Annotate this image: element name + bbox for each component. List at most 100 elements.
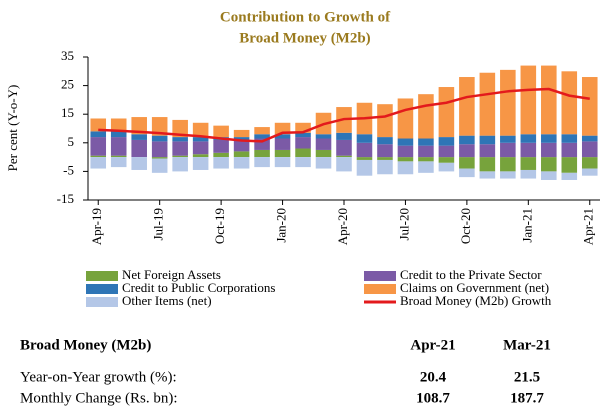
bar-segment (377, 104, 393, 138)
bar-segment (479, 171, 496, 179)
bar-segment (213, 152, 229, 158)
bar-segment (315, 149, 332, 158)
bar-segment (131, 157, 147, 170)
bar-segment (581, 135, 598, 142)
bar-segment (90, 157, 107, 169)
line (98, 87, 590, 143)
bar-segment (90, 118, 107, 132)
legend-label: Other Items (net) (122, 293, 212, 308)
bar-segment (377, 159, 393, 175)
legend-label: Net Foreign Assets (122, 267, 221, 282)
table-cell: 20.4 (420, 369, 447, 385)
bar-segment (131, 139, 147, 158)
table-cell: 108.7 (416, 390, 450, 406)
bar-segment (274, 134, 291, 139)
bar-segment (418, 157, 434, 162)
bar-segment (541, 171, 557, 180)
bar-segment (438, 145, 455, 158)
bar-segment (561, 142, 578, 158)
chart-title: Contribution to Growth of (220, 9, 391, 25)
bar-segment (438, 157, 455, 163)
bar-segment (172, 137, 188, 142)
bar-segment (192, 157, 209, 170)
x-tick-label: Apr-20 (335, 208, 350, 245)
bar-segment (192, 137, 209, 142)
x-tick-label: Oct-20 (458, 208, 473, 244)
bar-segment (356, 159, 373, 176)
bar-segment (274, 149, 291, 158)
y-tick-label: 5 (68, 134, 75, 149)
legend-swatch (86, 284, 118, 294)
bar-segment (233, 129, 250, 138)
legend-label: Claims on Government (net) (400, 280, 549, 295)
bar-segment (561, 172, 578, 180)
bar-segment (90, 137, 107, 156)
bar-segment (377, 137, 393, 145)
table-cell: 21.5 (514, 369, 540, 385)
bar-segment (500, 135, 516, 143)
bar-segment (110, 155, 127, 158)
x-tick-label: Jan-21 (519, 208, 534, 243)
bar-segment (356, 134, 373, 143)
bar-segment (172, 157, 188, 172)
bar-segment (274, 122, 291, 135)
legend-label: Credit to the Private Sector (400, 267, 542, 282)
bar-segment (213, 125, 229, 138)
y-tick-label: 35 (61, 48, 74, 63)
bar-segment (397, 157, 414, 162)
bar-segment (274, 138, 291, 150)
bar-segment (479, 72, 496, 136)
bar-segment (438, 87, 455, 138)
bar-segment (233, 137, 250, 140)
bar-segment (213, 139, 229, 153)
bar-segment (397, 98, 414, 139)
bar-segment (418, 94, 434, 139)
x-tick-label: Apr-19 (89, 208, 104, 245)
y-tick-label: -5 (63, 162, 74, 177)
bar-segment (418, 145, 434, 158)
bar-segment (233, 157, 250, 169)
table-header: Broad Money (M2b) (20, 337, 151, 353)
bar-segment (479, 135, 496, 145)
bar-segment (131, 117, 147, 135)
bar-segment (336, 132, 352, 140)
bar-segment (213, 157, 229, 169)
table-column-header: Mar-21 (503, 337, 551, 353)
bar-segment (110, 118, 127, 132)
bar-segment (192, 141, 209, 155)
bar-segment (356, 157, 373, 160)
bar-segment (397, 161, 414, 175)
bar-segment (254, 138, 270, 150)
bar-segment (172, 119, 188, 138)
bar-segment (520, 65, 537, 135)
x-tick-label: Jul-20 (396, 208, 411, 241)
table-cell: 187.7 (510, 390, 544, 406)
bar-segment (315, 138, 332, 150)
bar-segment (274, 157, 291, 168)
bar-segment (151, 117, 168, 136)
bar-segment (151, 135, 168, 142)
legend-swatch (364, 271, 396, 281)
bar-segment (131, 134, 147, 140)
bar-segment (192, 154, 209, 158)
bar-segment (172, 141, 188, 156)
bar-segment (315, 157, 332, 169)
bar-segment (541, 65, 557, 135)
bar-segment (356, 142, 373, 158)
x-tick-label: Apr-21 (581, 208, 596, 245)
legend-swatch (86, 271, 118, 281)
chart-title: Broad Money (M2b) (239, 30, 370, 46)
legend-swatch (86, 297, 118, 307)
bar-segment (541, 142, 557, 158)
bar-segment (254, 127, 270, 135)
y-tick-label: -15 (57, 191, 74, 206)
bar-segment (397, 145, 414, 158)
bar-segment (459, 77, 475, 136)
bar-segment (479, 157, 496, 172)
bar-segment (541, 157, 557, 172)
bar-segment (438, 162, 455, 172)
y-tick-label: 15 (61, 105, 74, 120)
bar-segment (500, 171, 516, 179)
bar-segment (315, 134, 332, 139)
